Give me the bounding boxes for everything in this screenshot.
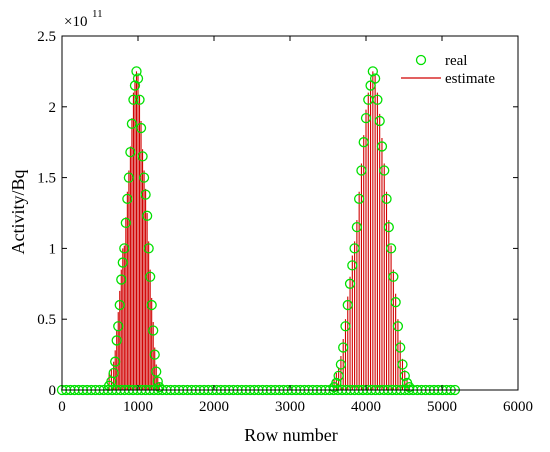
real-data-point (146, 299, 157, 311)
real-data-point (365, 80, 376, 91)
real-data-point (385, 243, 397, 254)
real-data-point (369, 73, 381, 84)
real-data-point (354, 193, 365, 204)
real-data-point (113, 321, 124, 332)
real-data-point (392, 321, 404, 332)
real-data-point (358, 137, 369, 148)
real-data-point (376, 141, 388, 152)
real-data-point (347, 260, 358, 271)
real-data-point (122, 193, 133, 204)
real-data-point (126, 118, 138, 129)
real-data-point (379, 165, 390, 176)
real-data-point (338, 342, 349, 353)
x-tick-label: 5000 (427, 399, 457, 415)
x-tick-label: 4000 (351, 399, 381, 415)
x-tick-label: 0 (58, 399, 66, 415)
real-data-point (395, 342, 406, 353)
real-data-point (340, 321, 351, 332)
real-data-point (110, 356, 121, 367)
y-tick-label: 1.5 (37, 171, 56, 187)
real-data-point (114, 299, 125, 311)
real-data-point (132, 73, 144, 84)
real-data-point (344, 278, 356, 289)
x-tick-label: 2000 (199, 399, 229, 415)
real-data-point (141, 210, 153, 221)
real-data-point (333, 370, 344, 381)
real-data-point (148, 325, 159, 336)
real-data-point (360, 112, 372, 124)
y-axis-exponent-base: ×10 (64, 14, 87, 30)
real-data-point (383, 222, 394, 233)
x-tick-label: 3000 (275, 399, 305, 415)
real-data-point (117, 257, 128, 268)
real-data-point (331, 377, 342, 389)
legend: real estimate (401, 53, 495, 87)
real-data-point (388, 271, 399, 282)
real-data-point (135, 122, 147, 134)
real-data-point (356, 165, 367, 176)
real-data-point (154, 382, 165, 393)
real-data-point (129, 80, 141, 91)
real-data-point (111, 335, 122, 346)
real-data-point (137, 151, 148, 162)
real-data-point (397, 359, 408, 370)
real-data-point (138, 172, 150, 183)
y-tick-label: 0 (49, 383, 57, 399)
axes: 0 1000 2000 3000 4000 5000 6000 0 0.5 1 1.5 2 2.5 (37, 29, 533, 415)
real-data-point (140, 189, 151, 200)
real-data-point (390, 297, 401, 308)
real-data-point (149, 349, 160, 360)
real-data-point (351, 222, 363, 233)
real-data-point (374, 115, 385, 127)
real-data-point (116, 274, 127, 285)
real-data-point (128, 94, 139, 105)
real-data-point (151, 366, 162, 377)
y-tick-label: 2 (49, 100, 57, 116)
y-tick-label: 1 (49, 241, 57, 257)
x-tick-label: 6000 (503, 399, 533, 415)
real-data-point (108, 367, 119, 379)
legend-real-marker (415, 54, 427, 66)
y-axis-exponent-power: 11 (92, 8, 103, 20)
real-data-point (399, 370, 410, 381)
real-data-point (145, 271, 156, 282)
real-data-point (349, 243, 360, 254)
real-data-point (342, 299, 353, 311)
real-data-point (125, 146, 136, 158)
real-data-point (143, 243, 154, 254)
real-data-point (120, 217, 131, 229)
legend-estimate-label: estimate (445, 71, 495, 87)
real-data-point (381, 193, 392, 204)
real-data-point (152, 376, 163, 387)
x-tick-label: 1000 (123, 399, 153, 415)
y-tick-label: 0.5 (37, 312, 56, 328)
y-tick-label: 2.5 (37, 29, 56, 45)
real-data-point (372, 94, 383, 105)
plot-area (56, 66, 461, 396)
legend-real-label: real (445, 53, 467, 69)
real-data-point (367, 66, 378, 77)
real-data-point (404, 382, 415, 393)
real-data-point (131, 66, 142, 77)
real-data-point (123, 172, 135, 183)
real-data-point (119, 243, 130, 254)
real-data-point (335, 359, 347, 370)
y-axis-label: Activity/Bq (8, 170, 28, 255)
real-data-point (134, 94, 145, 105)
x-axis-label: Row number (244, 425, 338, 445)
